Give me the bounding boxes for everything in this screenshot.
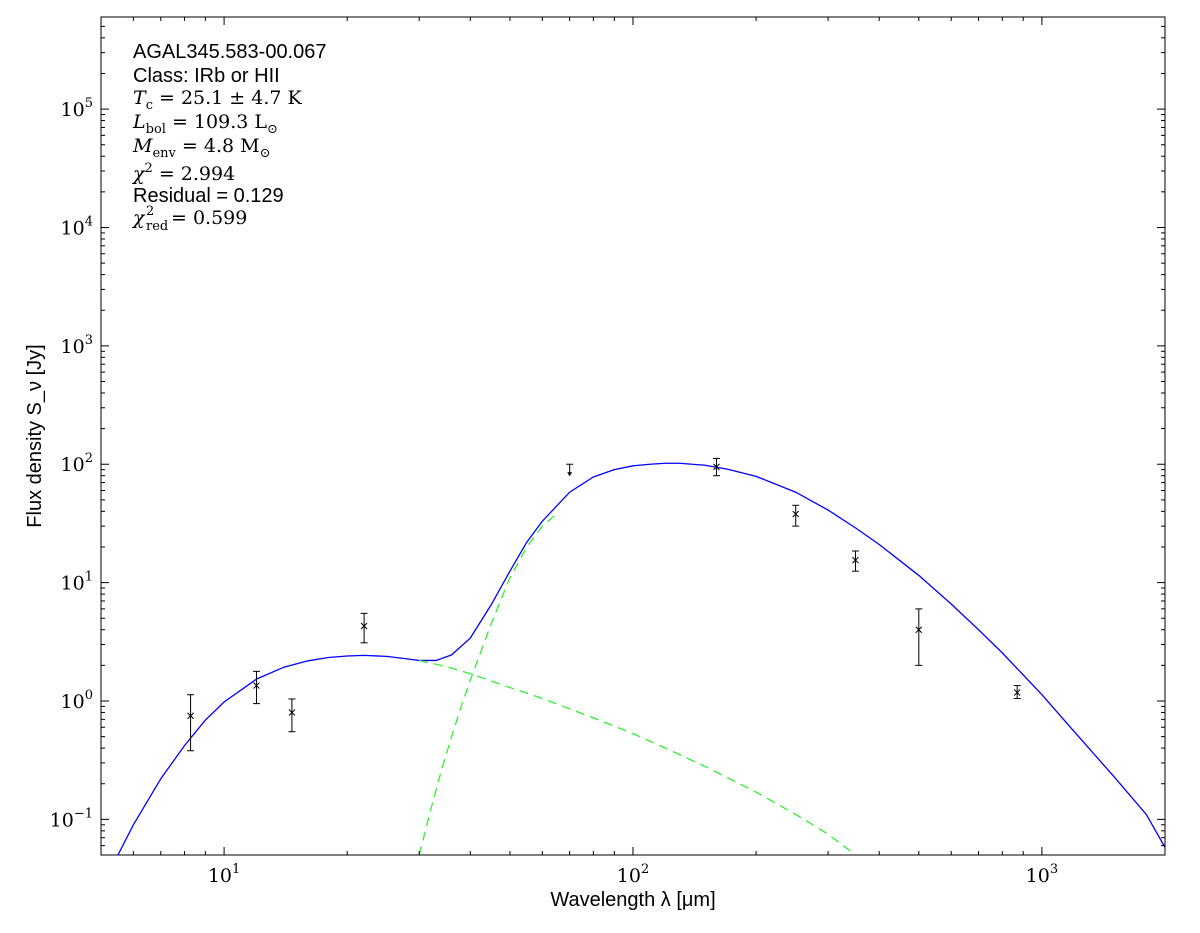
point-marker-b [915, 626, 923, 634]
data-point [915, 608, 923, 666]
data-point [288, 698, 296, 733]
y-tick-label-base: 10 [61, 217, 85, 239]
upper-limit-arrow [567, 472, 573, 477]
y-tick-label-exp: 0 [85, 688, 93, 703]
data-points [187, 457, 1021, 752]
residual-line: Residual = 0.129 [133, 185, 284, 207]
chi2red-sup: 2 [146, 204, 154, 219]
chi2red-sub: red [146, 219, 168, 234]
data-point [851, 550, 859, 572]
x-tick-label-exp: 2 [641, 862, 649, 877]
y-tick-label-base: 10 [61, 99, 85, 121]
y-tick-label-exp: 4 [85, 214, 93, 229]
y-tick-label-base: 10 [61, 336, 85, 358]
x-tick-label-base: 10 [617, 865, 641, 887]
lbol-line: Lbol = 109.3 L⊙ [132, 111, 278, 137]
point-marker-b [852, 556, 859, 564]
y-tick-label-exp: 5 [85, 96, 93, 111]
data-point [187, 694, 195, 752]
point-marker-b [360, 622, 368, 630]
point-marker-b [1013, 689, 1021, 696]
point-marker-b [253, 682, 260, 689]
plot-frame [100, 16, 1166, 856]
x-tick-label: 103 [1026, 862, 1058, 887]
menv-line: Menv = 4.8 M⊙ [132, 135, 271, 161]
y-tick-label: 104 [61, 214, 93, 239]
tick-marks [100, 16, 1166, 856]
y-tick-label-base: 10 [50, 809, 74, 831]
y-tick-label-exp: 2 [85, 451, 93, 466]
series-warm-component [419, 659, 856, 855]
data-point [792, 504, 800, 527]
chi2red-line: χ 2 red = 0.599 [131, 204, 247, 234]
series-cold-component [418, 513, 557, 855]
y-tick-label-base: 10 [61, 573, 85, 595]
y-tick-label: 103 [61, 333, 93, 358]
y-tick-label-base: 10 [61, 691, 85, 713]
chi2red-value: = 0.599 [171, 207, 247, 229]
y-tick-label-exp: 3 [85, 333, 93, 348]
chi2-line: χ2 = 2.994 [131, 161, 235, 185]
y-tick-label: 10−1 [50, 806, 93, 831]
y-tick-label-exp: −1 [74, 806, 93, 821]
x-tick-label: 102 [617, 862, 649, 887]
y-tick-label: 105 [61, 96, 93, 121]
point-marker-b [792, 510, 800, 518]
y-tick-label: 101 [61, 570, 93, 595]
x-tick-label-exp: 3 [1050, 862, 1058, 877]
x-tick-label-base: 10 [208, 865, 232, 887]
y-axis-label: Flux density S_ν [Jy] [24, 344, 46, 527]
data-point [1013, 685, 1021, 699]
data-point [360, 612, 368, 644]
source-class: Class: IRb or HII [133, 65, 280, 87]
data-point [712, 457, 720, 477]
point-marker-b [187, 712, 194, 720]
point-marker-b [713, 463, 720, 471]
x-tick-label-base: 10 [1026, 865, 1050, 887]
chi2red-symbol: χ [131, 207, 146, 229]
axes [100, 16, 1166, 856]
x-tick-label: 101 [208, 862, 240, 887]
y-tick-label: 100 [61, 688, 93, 713]
fit-curves [117, 462, 1165, 855]
source-name: AGAL345.583-00.067 [133, 41, 327, 63]
x-tick-label-exp: 1 [232, 862, 240, 877]
x-axis-label: Wavelength λ [μm] [550, 889, 715, 911]
fit-annotations: AGAL345.583-00.067 Class: IRb or HII Tc … [131, 41, 327, 234]
data-point [252, 670, 260, 705]
y-tick-label: 102 [61, 451, 93, 476]
y-tick-label-exp: 1 [85, 570, 93, 585]
upper-limit [566, 463, 574, 477]
point-marker-b [288, 709, 296, 716]
y-tick-label-base: 10 [61, 454, 85, 476]
series-total-fit [117, 462, 1165, 855]
tc-line: Tc = 25.1 ± 4.7 K [133, 87, 303, 113]
